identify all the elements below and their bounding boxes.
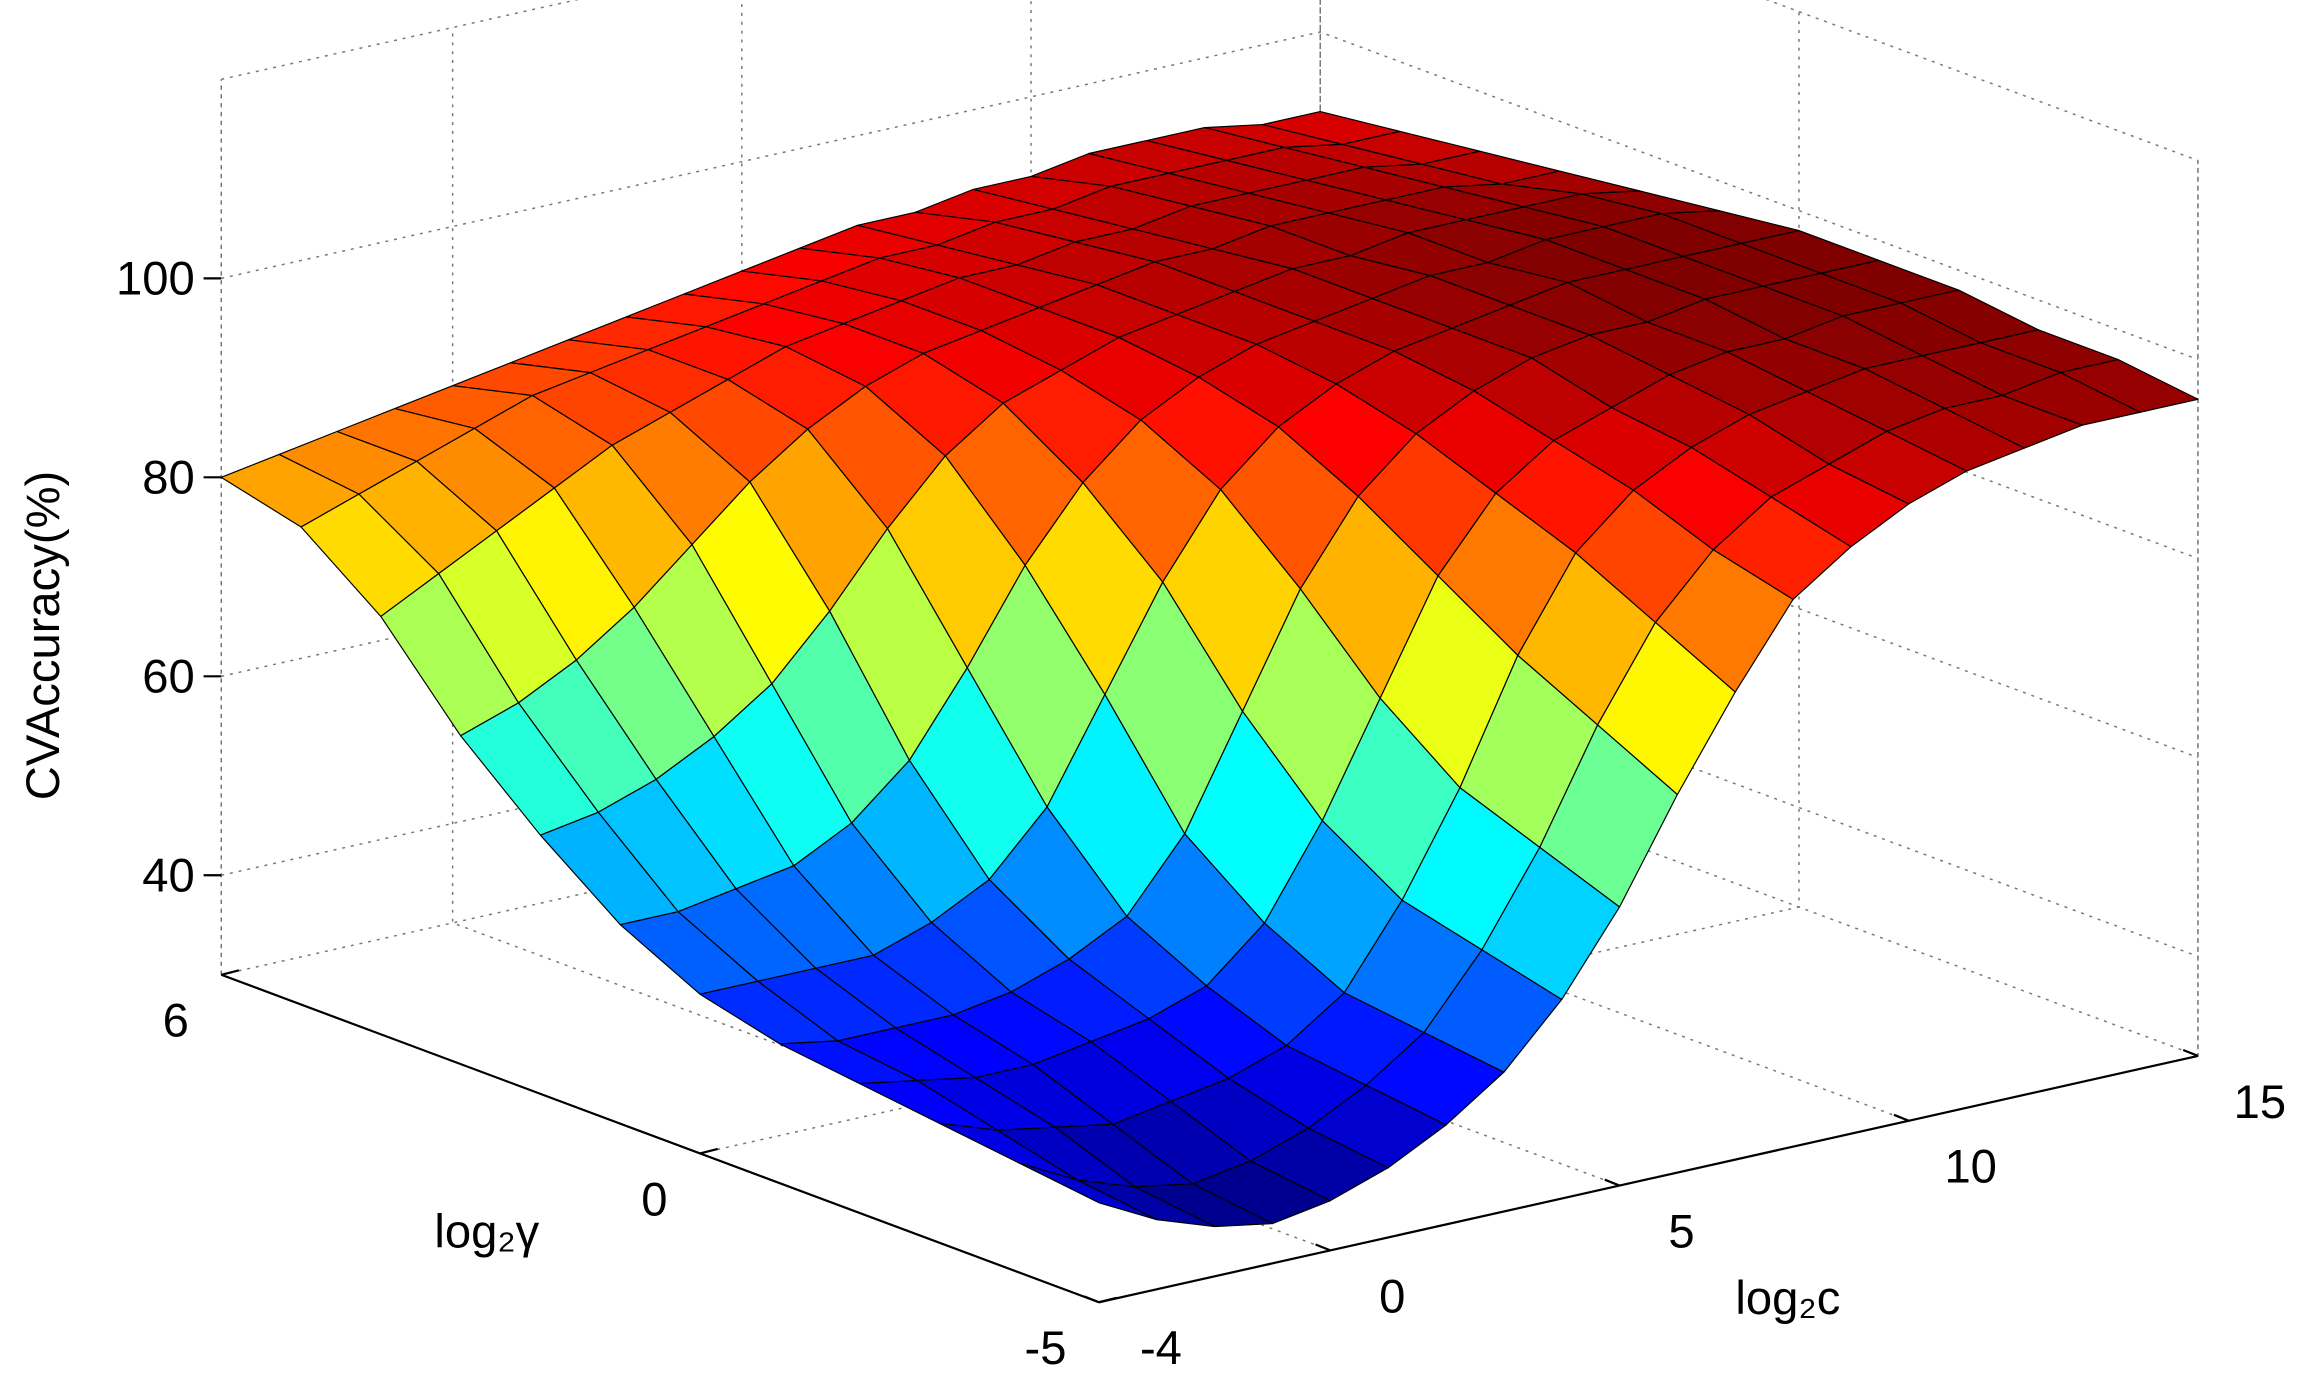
x-tick-label: 10 (1944, 1141, 1996, 1194)
x-tick-label: 15 (2234, 1076, 2286, 1129)
x-tick (1893, 1113, 1910, 1122)
x-tick (1315, 1243, 1331, 1252)
x-axis-label: log₂c (1735, 1272, 1840, 1325)
z-tick-label: 100 (116, 253, 195, 306)
y-tick-label: 6 (163, 995, 189, 1048)
z-tick-label: 80 (142, 452, 195, 505)
x-tick (1083, 1295, 1100, 1304)
y-tick-label: -5 (1025, 1322, 1067, 1375)
y-tick (699, 1147, 718, 1155)
x-tick (1604, 1178, 1620, 1187)
y-axis (220, 973, 1100, 1304)
x-tick-label: -4 (1140, 1322, 1182, 1375)
y-tick (1098, 1296, 1117, 1304)
z-tick-label: 60 (142, 651, 195, 704)
grid-line (221, 31, 2199, 361)
x-axis (1098, 1054, 2199, 1304)
x-tick-label: 0 (1379, 1270, 1405, 1323)
surface-face (1018, 1162, 1158, 1221)
x-tick-label: 5 (1668, 1206, 1694, 1259)
y-axis-label: log₂γ (434, 1206, 539, 1259)
y-tick-label: 0 (641, 1173, 667, 1226)
z-axis-label: CVAccuracy(%) (17, 471, 70, 800)
y-tick (221, 969, 240, 976)
x-tick (2182, 1048, 2199, 1057)
grid-line (699, 11, 1800, 1155)
z-tick-label: 40 (142, 850, 195, 903)
